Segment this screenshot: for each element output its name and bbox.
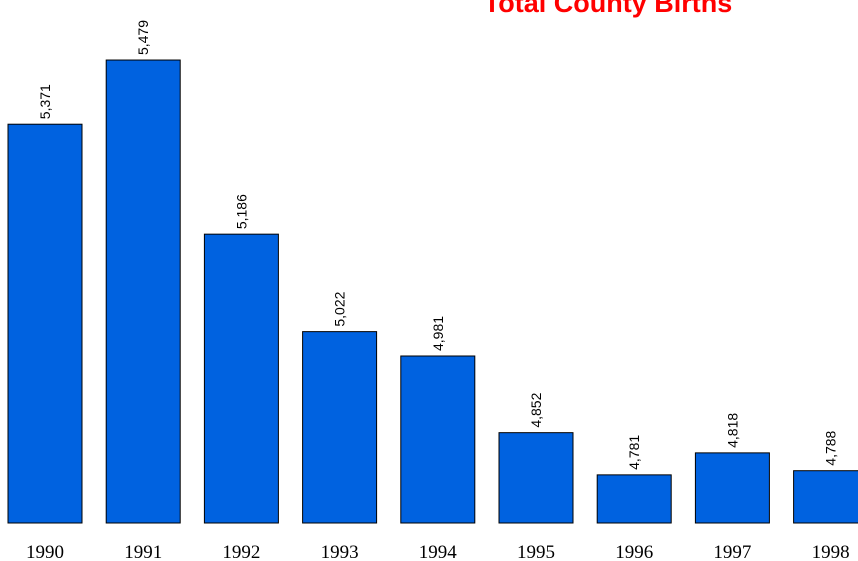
- bar: [694, 452, 770, 524]
- x-tick-label: 1990: [26, 542, 64, 561]
- x-tick-label: 1997: [713, 542, 751, 561]
- x-tick-label: 1995: [517, 542, 555, 561]
- bar: [105, 59, 181, 524]
- value-label: 4,788: [823, 430, 839, 465]
- value-label: 5,022: [332, 291, 348, 326]
- value-label: 5,479: [135, 20, 151, 55]
- x-tick-label: 1992: [222, 542, 260, 561]
- bar: [203, 233, 279, 524]
- x-tick-label: 1996: [615, 542, 653, 561]
- x-tick-label: 1991: [124, 542, 162, 561]
- value-label: 5,371: [37, 84, 53, 119]
- value-label: 4,818: [724, 413, 740, 448]
- bar: [793, 470, 858, 524]
- bar: [596, 474, 672, 524]
- bar: [400, 355, 476, 524]
- chart-title: Total County Births: [484, 0, 732, 18]
- x-tick-label: 1994: [419, 542, 458, 561]
- value-label: 4,981: [430, 316, 446, 351]
- bar: [7, 123, 83, 524]
- value-label: 4,852: [528, 392, 544, 427]
- bar: [498, 432, 574, 524]
- x-tick-label: 1998: [812, 542, 850, 561]
- value-label: 4,781: [626, 435, 642, 470]
- value-label: 5,186: [233, 194, 249, 229]
- x-tick-label: 1993: [321, 542, 359, 561]
- bar: [302, 331, 378, 524]
